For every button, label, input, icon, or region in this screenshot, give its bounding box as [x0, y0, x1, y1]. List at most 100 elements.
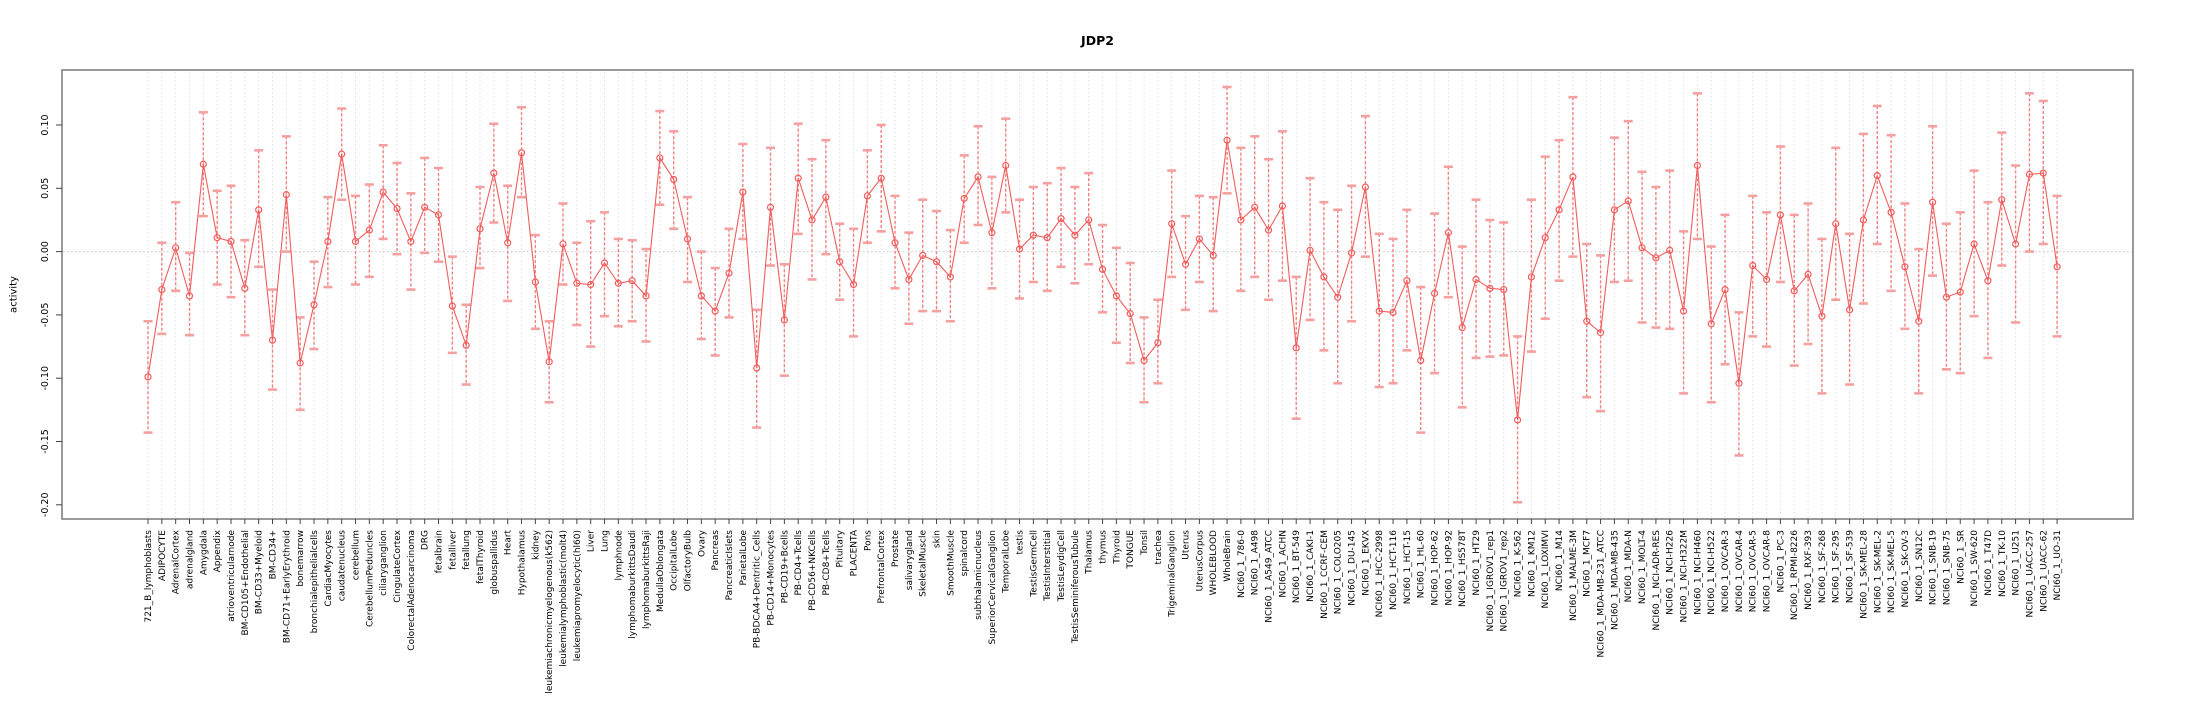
data-point [504, 239, 512, 247]
x-tick-label: NCI60_1_MALME-3M [1569, 530, 1579, 621]
data-point [1057, 215, 1065, 223]
data-point [351, 237, 360, 246]
data-point [614, 279, 622, 287]
x-axis-labels: 721_B_lymphoblasts ADIPOCYTE AdrenalCortex… [144, 519, 2063, 694]
x-tick-label: NCI60_1_T47D [1984, 530, 1994, 596]
x-tick-label: Prostate [891, 530, 901, 568]
data-point [587, 280, 595, 289]
data-point [1749, 261, 1757, 270]
x-tick-label: testis [1016, 530, 1026, 555]
data-point [1486, 284, 1494, 292]
series-line [147, 140, 2058, 421]
data-point [241, 284, 249, 292]
x-tick-label: Amygdala [199, 530, 209, 575]
x-tick-label: AdrenalCortex [172, 529, 182, 594]
x-tick-label: NCI60_1_RXF-393 [1804, 530, 1814, 610]
x-tick-label: Heart [504, 530, 514, 556]
data-point [296, 359, 304, 367]
x-tick-label: NCI60_1_U251 [2012, 530, 2022, 596]
data-point [656, 154, 664, 162]
data-point [573, 279, 581, 287]
data-point [1403, 277, 1411, 285]
y-tick-label: 0.00 [40, 241, 51, 262]
data-point [891, 239, 899, 247]
x-tick-label: NCI60_1_SF-295 [1832, 530, 1842, 603]
data-point [310, 301, 318, 309]
x-tick-label: NCI60_1_HOP-92 [1444, 530, 1454, 606]
y-tick-label: -0.10 [40, 366, 51, 391]
x-tick-label: MedullaOblongata [656, 530, 666, 612]
data-point [849, 280, 858, 289]
x-tick-label: NCI60_1_RPMI-8226 [1790, 530, 1800, 620]
data-point [794, 174, 802, 182]
data-point [753, 364, 761, 372]
x-tick-label: Tonsil [1140, 530, 1150, 556]
data-point [1361, 183, 1369, 191]
data-points [144, 136, 2061, 424]
x-tick-label: cerebellum [352, 530, 362, 580]
x-tick-label: TestisSeminiferousTubule [1071, 530, 1081, 644]
data-point [1320, 273, 1328, 281]
data-point [960, 194, 968, 203]
x-tick-label: NCI60_1_MDA-N [1624, 530, 1634, 602]
data-point [1195, 235, 1203, 243]
data-point [988, 229, 996, 237]
x-tick-label: NCI60_1_SF-268 [1818, 530, 1828, 603]
x-tick-label: kidney [531, 529, 541, 560]
x-tick-label: NCI60_1_CCRF-CEM [1320, 530, 1330, 619]
x-tick-label: atrioventricularnode [227, 530, 237, 622]
x-tick-label: NCI60_1_OVCAR-5 [1749, 530, 1759, 612]
x-tick-label: Thalamus [1085, 530, 1095, 575]
x-tick-label: PB-CD8+Tcells [822, 530, 832, 596]
data-point [1970, 240, 1978, 248]
data-point [822, 193, 830, 201]
data-point [1693, 161, 1702, 170]
data-point [1790, 287, 1798, 295]
x-tick-label: BM-CD34+ [269, 530, 279, 579]
data-point [697, 292, 705, 300]
data-point [1652, 254, 1660, 262]
x-tick-label: TestisLeydigCell [1057, 530, 1067, 602]
data-point [1126, 310, 1134, 318]
x-tick-label: TONGUE [1126, 530, 1136, 570]
x-tick-label: ciliaryganglion [379, 530, 389, 596]
x-tick-label: Pancreas [711, 530, 721, 571]
x-tick-label: BM-CD33+Myeloid [255, 530, 265, 614]
plot-frame [61, 69, 2134, 520]
data-point [1956, 288, 1964, 296]
data-point [144, 373, 152, 381]
x-tick-label: leukemiapromyelocytic(hl60) [573, 530, 583, 661]
data-point [1845, 306, 1854, 314]
data-point [1569, 173, 1577, 181]
x-tick-label: fetalliver [448, 530, 458, 570]
data-point [1140, 356, 1148, 365]
data-point [490, 169, 498, 177]
x-tick-label: NCI60_1_OVCAR-8 [1763, 530, 1773, 613]
x-tick-label: PrefrontalCortex [877, 529, 887, 603]
x-tick-label: NCI60_1_IGROV1_rep1 [1486, 530, 1496, 632]
x-tick-label: NCI60_1_K-562 [1514, 530, 1524, 597]
data-point [324, 237, 332, 246]
x-tick-label: TrigeminalGanglion [1168, 530, 1178, 618]
x-tick-label: SmoothMuscle [946, 530, 956, 596]
x-tick-label: Liver [587, 530, 597, 552]
data-point [628, 277, 636, 285]
data-point [559, 240, 567, 248]
x-tick-label: NCI60_1_OVCAR-3 [1721, 530, 1731, 612]
x-tick-label: NCI60_1_SNB-75 [1942, 530, 1952, 605]
x-tick-label: BM-CD105+Endothelial [241, 530, 251, 636]
x-tick-label: fetalbrain [435, 530, 445, 573]
data-point [780, 316, 788, 324]
x-tick-label: lymphomaburkittsRaji [642, 530, 652, 629]
x-tick-label: NCI60_1_UACC-257 [2025, 530, 2035, 617]
data-point [1541, 234, 1549, 242]
x-tick-label: Appendix [213, 529, 223, 572]
x-tick-label: fetallung [462, 530, 472, 570]
x-tick-label: PLACENTA [850, 529, 860, 576]
x-tick-label: NCI60_1_HT29 [1472, 530, 1482, 596]
data-point [1002, 161, 1010, 170]
data-point [1776, 211, 1785, 219]
x-tick-label: Lung [601, 530, 611, 552]
x-tick-label: NCI60_1_OVCAR-4 [1735, 530, 1745, 613]
data-point [1430, 289, 1439, 297]
